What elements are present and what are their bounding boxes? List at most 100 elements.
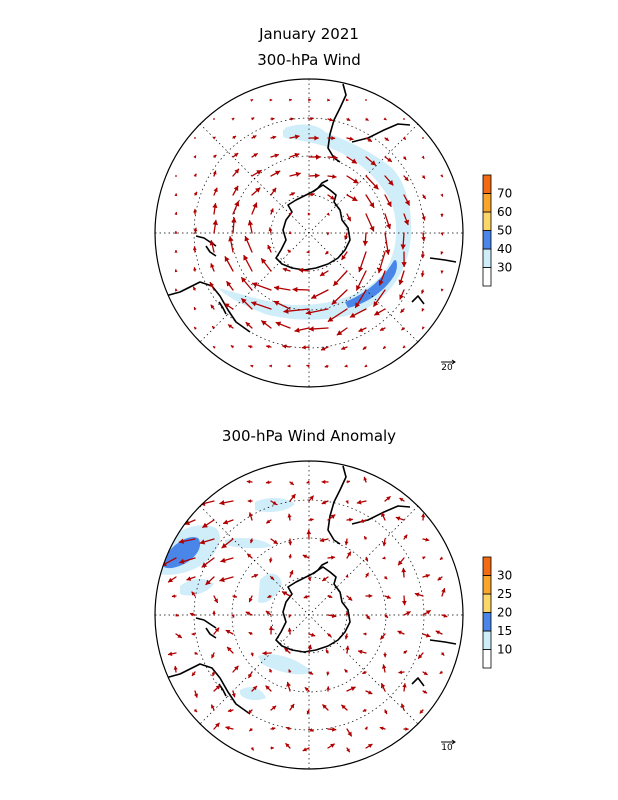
wind-vector xyxy=(294,327,310,333)
wind-vector xyxy=(246,553,253,559)
colorbar-label: 20 xyxy=(497,606,512,620)
south-anomaly-patch xyxy=(258,654,312,675)
wind-vector xyxy=(341,251,348,261)
wind-vector xyxy=(232,135,237,140)
wind-vector xyxy=(232,594,238,598)
wind-vector xyxy=(305,308,329,316)
wind-vector xyxy=(174,211,178,216)
colorbar-swatch xyxy=(482,593,492,613)
wind-vector xyxy=(193,155,197,159)
wind-vector xyxy=(270,500,278,506)
wind-vector xyxy=(327,117,334,122)
colorbar-swatch xyxy=(482,174,492,194)
wind-vector xyxy=(439,670,443,674)
wind-vector xyxy=(341,346,348,350)
wind-vector xyxy=(306,364,310,368)
wind-vector xyxy=(167,651,177,657)
australia-coast-b xyxy=(157,663,251,715)
panel1-wind-vectors xyxy=(174,98,444,368)
wind-vector xyxy=(308,98,311,102)
wind-vector xyxy=(298,267,310,273)
wind-vector xyxy=(270,153,280,158)
wind-vector xyxy=(288,554,292,559)
wind-vector xyxy=(435,630,443,635)
wind-vector xyxy=(422,690,428,694)
wind-vector xyxy=(402,136,407,140)
south-america-coast xyxy=(327,83,347,163)
wind-vector xyxy=(205,576,215,586)
wind-vector xyxy=(179,557,196,564)
wind-vector xyxy=(212,610,216,616)
colorbar-swatch xyxy=(482,193,492,213)
wind-vector xyxy=(213,684,221,692)
wind-vector xyxy=(240,276,253,291)
wind-vector xyxy=(247,220,254,234)
colorbar-label: 15 xyxy=(497,624,512,638)
wind-vector xyxy=(344,232,349,240)
wind-vector xyxy=(422,633,431,638)
wind-vector xyxy=(327,194,335,200)
wind-vector xyxy=(193,306,197,311)
wind-vector xyxy=(245,611,253,616)
wind-vector xyxy=(326,232,330,236)
wind-vector xyxy=(210,263,215,272)
wind-vector xyxy=(273,285,291,291)
wind-vector xyxy=(213,187,218,196)
wind-vector xyxy=(384,137,389,141)
colorbar-swatch xyxy=(482,649,492,669)
wind-vector xyxy=(308,154,321,160)
wind-vector xyxy=(382,345,387,350)
wind-vector xyxy=(289,134,300,140)
wind-vector xyxy=(346,595,353,601)
wind-vector xyxy=(440,270,444,274)
wind-vector xyxy=(269,208,274,215)
colorbar-label: 10 xyxy=(497,643,512,657)
wind-vector xyxy=(213,595,219,604)
wind-vector xyxy=(289,192,296,196)
africa-coast xyxy=(429,257,457,263)
wind-vector xyxy=(414,592,424,597)
wind-vector xyxy=(383,117,387,121)
wind-vector xyxy=(403,727,409,731)
wind-vector xyxy=(268,625,274,635)
panel1-reference-vector: 20 xyxy=(441,359,456,373)
wind-vector xyxy=(327,174,337,179)
wind-vector xyxy=(287,249,291,254)
wind-vector xyxy=(319,537,329,543)
wind-vector xyxy=(289,570,294,578)
wind-vector xyxy=(232,152,239,158)
wind-vector xyxy=(241,298,253,310)
wind-vector xyxy=(193,708,198,713)
wind-vector xyxy=(365,117,369,121)
wind-vector xyxy=(365,213,375,232)
wind-vector xyxy=(251,282,272,291)
wind-vector xyxy=(287,627,292,635)
wind-vector xyxy=(363,632,367,636)
wind-vector xyxy=(212,136,216,140)
wind-vector xyxy=(320,346,329,351)
wind-vector xyxy=(251,187,261,196)
panel1-subtitle: 300-hPa Wind xyxy=(257,51,361,69)
wind-vector xyxy=(358,251,367,273)
wind-vector xyxy=(373,289,386,307)
wind-vector xyxy=(231,614,235,618)
wind-vector xyxy=(440,193,444,197)
wind-vector xyxy=(288,231,292,235)
wind-vector xyxy=(260,258,272,272)
wind-vector xyxy=(327,98,331,102)
wind-vector xyxy=(174,193,178,197)
wind-vector xyxy=(365,743,373,749)
wind-vector xyxy=(345,611,349,616)
wind-vector xyxy=(398,270,405,286)
wind-vector xyxy=(327,594,333,599)
panel1-map-border xyxy=(154,78,464,388)
wind-vector xyxy=(251,135,257,139)
wind-vector xyxy=(365,175,379,190)
antarctic-peninsula xyxy=(312,179,329,193)
south-america-coast-2 xyxy=(351,123,411,143)
centre-anomaly-patch xyxy=(225,538,272,549)
wind-vector xyxy=(346,136,354,141)
wind-vector xyxy=(362,708,367,712)
wind-vector xyxy=(384,156,393,163)
wind-vector xyxy=(422,573,431,579)
